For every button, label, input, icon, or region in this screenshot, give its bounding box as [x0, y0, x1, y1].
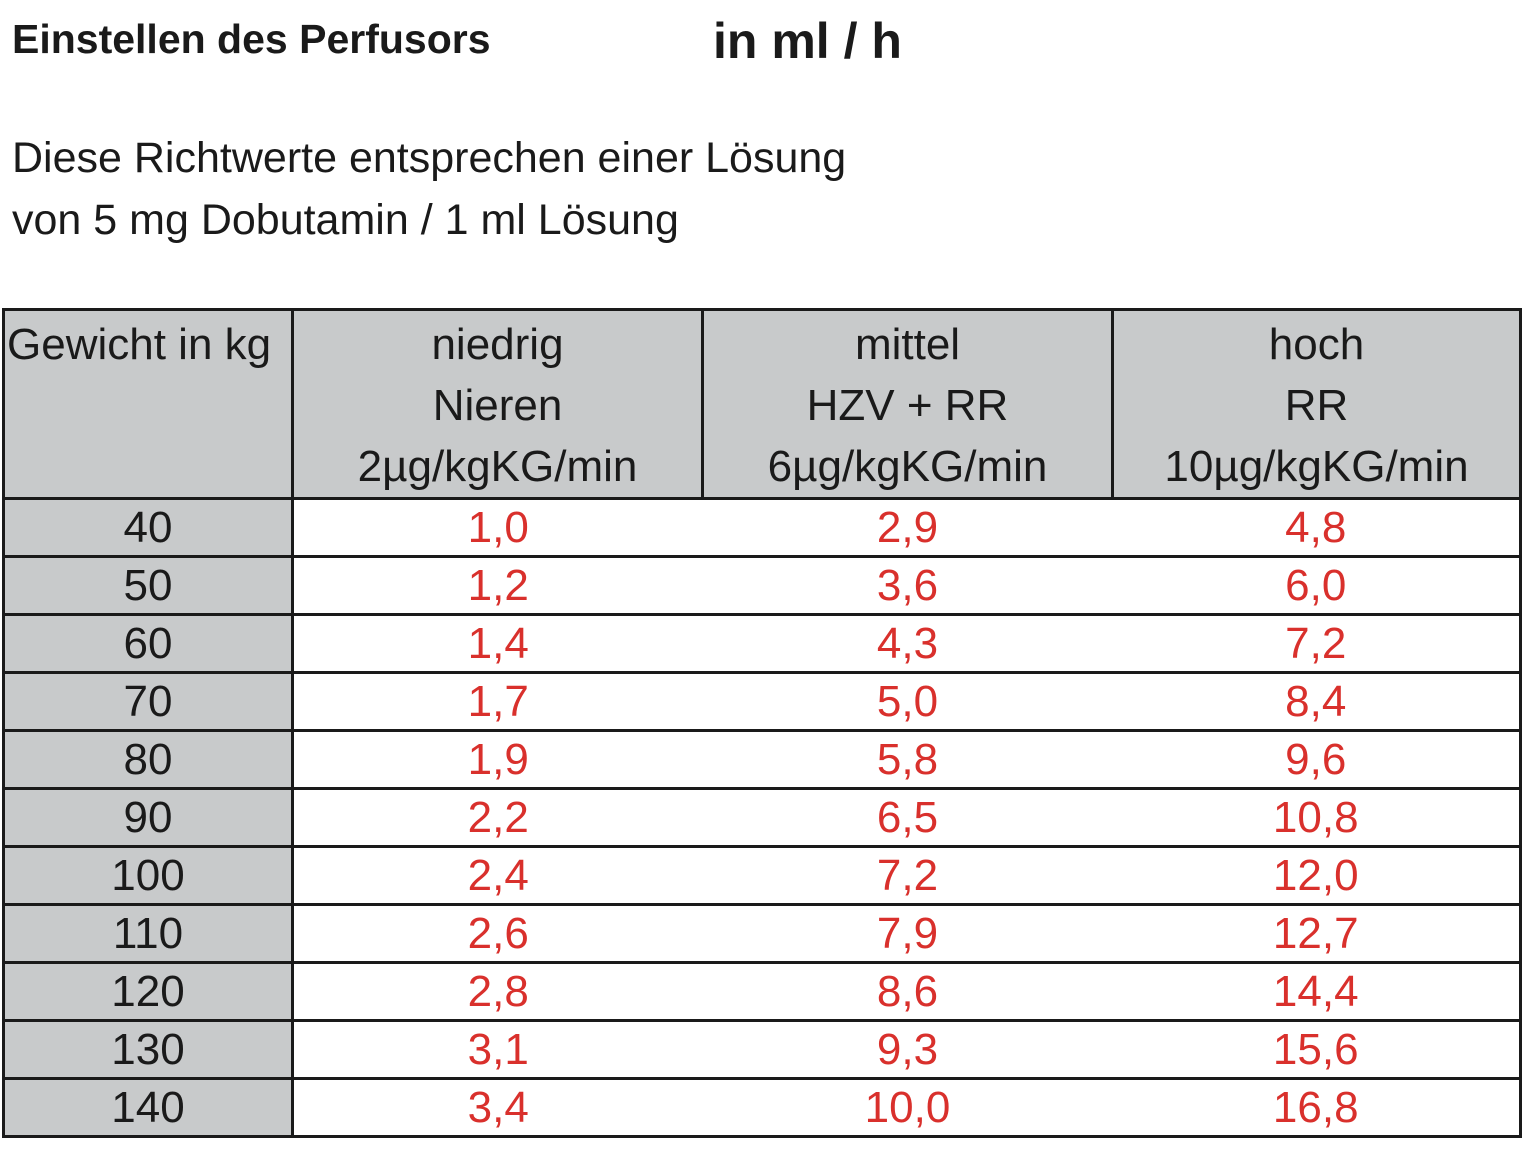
value-cell-low: 1,0 — [292, 497, 703, 558]
value-cell-high: 14,4 — [1112, 961, 1522, 1022]
value-cell-medium: 5,0 — [702, 671, 1113, 732]
value-cell-medium: 9,3 — [702, 1019, 1113, 1080]
table-row: 130 3,1 9,3 15,6 — [2, 1019, 1522, 1080]
column-target: HZV + RR — [806, 381, 1009, 430]
value-cell-high: 15,6 — [1112, 1019, 1522, 1080]
weight-cell: 90 — [2, 787, 294, 848]
value-cell-low: 2,4 — [292, 845, 703, 906]
weight-cell: 110 — [2, 903, 294, 964]
table-row: 140 3,4 10,0 16,8 — [2, 1077, 1522, 1138]
value-cell-medium: 8,6 — [702, 961, 1113, 1022]
table-row: 60 1,4 4,3 7,2 — [2, 613, 1522, 674]
column-level: hoch — [1268, 320, 1365, 369]
value-cell-low: 3,4 — [292, 1077, 703, 1138]
value-cell-low: 2,8 — [292, 961, 703, 1022]
weight-cell: 80 — [2, 729, 294, 790]
weight-cell: 40 — [2, 497, 294, 558]
intro-line-1: Diese Richtwerte entsprechen einer Lösun… — [12, 134, 847, 182]
table-row: 100 2,4 7,2 12,0 — [2, 845, 1522, 906]
table-row: 90 2,2 6,5 10,8 — [2, 787, 1522, 848]
column-header-high: hoch RR 10µg/kgKG/min — [1111, 308, 1522, 500]
weight-cell: 120 — [2, 961, 294, 1022]
weight-cell: 130 — [2, 1019, 294, 1080]
value-cell-low: 1,7 — [292, 671, 703, 732]
column-target: RR — [1284, 381, 1349, 430]
intro-line-2: von 5 mg Dobutamin / 1 ml Lösung — [12, 196, 679, 244]
table-row: 70 1,7 5,0 8,4 — [2, 671, 1522, 732]
weight-cell: 60 — [2, 613, 294, 674]
value-cell-low: 3,1 — [292, 1019, 703, 1080]
value-cell-high: 8,4 — [1112, 671, 1522, 732]
weight-cell: 140 — [2, 1077, 294, 1138]
value-cell-medium: 4,3 — [702, 613, 1113, 674]
table-body: 40 1,0 2,9 4,8 50 1,2 3,6 6,0 60 1,4 4,3… — [2, 497, 1522, 1138]
value-cell-low: 2,2 — [292, 787, 703, 848]
value-cell-low: 1,9 — [292, 729, 703, 790]
value-cell-high: 6,0 — [1112, 555, 1522, 616]
value-cell-high: 4,8 — [1112, 497, 1522, 558]
value-cell-high: 12,0 — [1112, 845, 1522, 906]
value-cell-high: 7,2 — [1112, 613, 1522, 674]
table-row: 110 2,6 7,9 12,7 — [2, 903, 1522, 964]
value-cell-medium: 3,6 — [702, 555, 1113, 616]
weight-header: Gewicht in kg — [2, 308, 294, 500]
dosage-table: Gewicht in kg niedrig Nieren 2µg/kgKG/mi… — [2, 308, 1522, 1138]
value-cell-medium: 10,0 — [702, 1077, 1113, 1138]
column-header-medium: mittel HZV + RR 6µg/kgKG/min — [701, 308, 1114, 500]
value-cell-high: 16,8 — [1112, 1077, 1522, 1138]
column-target: Nieren — [432, 381, 563, 430]
table-row: 40 1,0 2,9 4,8 — [2, 497, 1522, 558]
weight-cell: 50 — [2, 555, 294, 616]
value-cell-medium: 6,5 — [702, 787, 1113, 848]
column-header-low: niedrig Nieren 2µg/kgKG/min — [291, 308, 704, 500]
column-level: niedrig — [431, 320, 564, 369]
value-cell-low: 2,6 — [292, 903, 703, 964]
header-row: Gewicht in kg niedrig Nieren 2µg/kgKG/mi… — [2, 308, 1522, 500]
table-row: 120 2,8 8,6 14,4 — [2, 961, 1522, 1022]
table-row: 50 1,2 3,6 6,0 — [2, 555, 1522, 616]
value-cell-medium: 5,8 — [702, 729, 1113, 790]
value-cell-low: 1,4 — [292, 613, 703, 674]
page-title: Einstellen des Perfusors — [12, 16, 491, 62]
value-cell-medium: 7,2 — [702, 845, 1113, 906]
table-row: 80 1,9 5,8 9,6 — [2, 729, 1522, 790]
value-cell-medium: 7,9 — [702, 903, 1113, 964]
column-dose: 6µg/kgKG/min — [767, 442, 1048, 491]
value-cell-low: 1,2 — [292, 555, 703, 616]
value-cell-high: 9,6 — [1112, 729, 1522, 790]
value-cell-medium: 2,9 — [702, 497, 1113, 558]
weight-cell: 70 — [2, 671, 294, 732]
column-dose: 10µg/kgKG/min — [1164, 442, 1469, 491]
column-dose: 2µg/kgKG/min — [357, 442, 638, 491]
value-cell-high: 12,7 — [1112, 903, 1522, 964]
value-cell-high: 10,8 — [1112, 787, 1522, 848]
weight-cell: 100 — [2, 845, 294, 906]
unit-label: in ml / h — [713, 13, 902, 69]
table-header: Gewicht in kg niedrig Nieren 2µg/kgKG/mi… — [2, 308, 1522, 500]
column-level: mittel — [854, 320, 961, 369]
